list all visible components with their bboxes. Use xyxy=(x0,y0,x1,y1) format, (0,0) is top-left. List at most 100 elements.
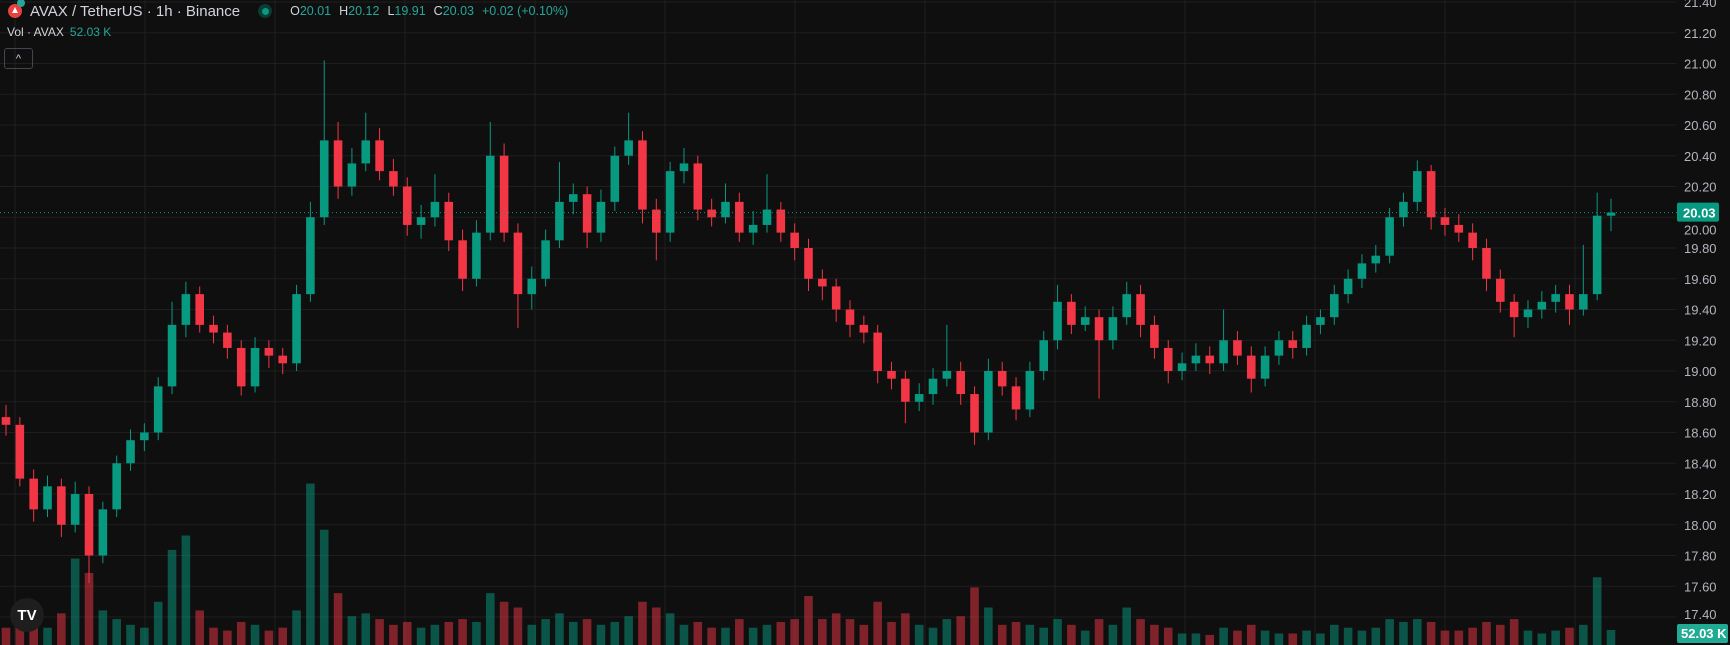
volume-bar xyxy=(223,630,232,645)
volume-bar xyxy=(1371,627,1381,645)
candle-body xyxy=(1468,232,1477,248)
candle-body xyxy=(1302,324,1311,348)
volume-bar xyxy=(1039,627,1049,645)
candle-body xyxy=(1440,217,1450,225)
candle-body xyxy=(1233,340,1242,356)
volume-bar xyxy=(98,610,108,645)
volume-value: 52.03 K xyxy=(69,25,112,39)
volume-bar xyxy=(1413,619,1422,645)
volume-bar xyxy=(278,627,288,645)
candle-body xyxy=(70,494,80,525)
volume-bar xyxy=(181,535,191,645)
candle-body xyxy=(762,209,772,225)
volume-bar xyxy=(555,613,564,645)
price-tick-label: 20.00 xyxy=(1684,223,1717,238)
symbol-title[interactable]: AVAX / TetherUS · 1h · Binance xyxy=(30,2,241,20)
market-status-icon[interactable] xyxy=(258,4,273,18)
volume-bar xyxy=(1592,577,1602,645)
volume-bar xyxy=(430,624,440,645)
volume-bar xyxy=(499,601,509,645)
candle-body xyxy=(375,140,384,172)
volume-bar xyxy=(1025,624,1035,645)
volume-bar xyxy=(1496,624,1505,645)
candle-body xyxy=(430,201,440,218)
candle-body xyxy=(748,224,758,233)
candle-body xyxy=(181,294,191,325)
volume-bar xyxy=(970,587,979,645)
price-tick-label: 20.80 xyxy=(1684,87,1717,102)
volume-bar xyxy=(485,593,495,645)
price-tick-label: 21.00 xyxy=(1684,57,1717,72)
open-value: O20.01 xyxy=(290,4,332,18)
volume-bar xyxy=(1537,633,1547,645)
volume-bar xyxy=(1385,619,1394,645)
candle-body xyxy=(112,463,121,510)
volume-bar xyxy=(1053,619,1062,645)
candle-body xyxy=(831,286,841,310)
volume-bar xyxy=(70,558,80,645)
price-tick-label: 18.60 xyxy=(1684,426,1717,441)
candle-body xyxy=(1163,347,1173,371)
volume-bar xyxy=(845,619,855,645)
volume-bar xyxy=(1080,630,1090,645)
volume-bar xyxy=(1094,619,1104,645)
volume-label[interactable]: Vol · AVAX xyxy=(7,25,64,39)
candle-body xyxy=(1385,217,1394,256)
price-tick-label: 17.60 xyxy=(1684,579,1717,594)
candle-body xyxy=(485,155,495,233)
exchange-badge-icon xyxy=(17,0,25,7)
volume-bar xyxy=(458,619,467,645)
volume-bar xyxy=(873,601,882,645)
volume-bar xyxy=(568,621,578,645)
candle-body xyxy=(29,478,38,510)
candle-body xyxy=(499,155,509,233)
volume-bar xyxy=(306,483,315,645)
candle-body xyxy=(1094,317,1104,341)
candle-body xyxy=(776,209,786,233)
tradingview-logo[interactable]: TV xyxy=(10,598,44,632)
candle-body xyxy=(582,194,592,233)
candle-body xyxy=(1177,363,1187,371)
volume-bar xyxy=(679,624,689,645)
candle-body xyxy=(84,494,94,556)
volume-bar xyxy=(1067,624,1076,645)
volume-bar xyxy=(914,624,924,645)
candle-body xyxy=(541,240,550,279)
candle-body xyxy=(1343,278,1353,295)
candle-body xyxy=(914,394,924,402)
volume-bar xyxy=(43,627,52,645)
candle-body xyxy=(1205,355,1215,364)
candle-body xyxy=(1288,340,1298,348)
candles xyxy=(1,60,1616,584)
price-tick-label: 18.80 xyxy=(1684,395,1717,410)
high-value: H20.12 xyxy=(339,4,380,18)
candle-body xyxy=(444,201,454,241)
candle-body xyxy=(942,371,952,379)
collapse-legend-button[interactable]: ^ xyxy=(4,48,33,69)
volume-bar xyxy=(1440,630,1450,645)
candle-body xyxy=(126,440,135,464)
volume-bar xyxy=(319,529,329,645)
volume-bar xyxy=(1219,627,1228,645)
volume-bar xyxy=(1551,630,1560,645)
volume-bar xyxy=(513,607,523,645)
candle-body xyxy=(1482,248,1491,279)
volume-bar xyxy=(1260,630,1270,645)
candle-body xyxy=(1592,215,1602,295)
candle-body xyxy=(596,201,606,233)
volume-bar xyxy=(472,621,481,645)
candle-body xyxy=(1246,355,1256,379)
volume-bar xyxy=(1246,624,1256,645)
volume-bar xyxy=(84,572,94,645)
price-tick-label: 18.00 xyxy=(1684,518,1717,533)
price-tick-label: 19.80 xyxy=(1684,241,1717,256)
volume-bar xyxy=(1357,630,1367,645)
volume-bar xyxy=(859,624,869,645)
price-tick-label: 19.20 xyxy=(1684,333,1717,348)
volume-bar xyxy=(1011,621,1021,645)
current-price-label-bg xyxy=(1677,202,1719,222)
price-tick-label: 18.20 xyxy=(1684,487,1717,502)
volume-bar xyxy=(140,627,149,645)
